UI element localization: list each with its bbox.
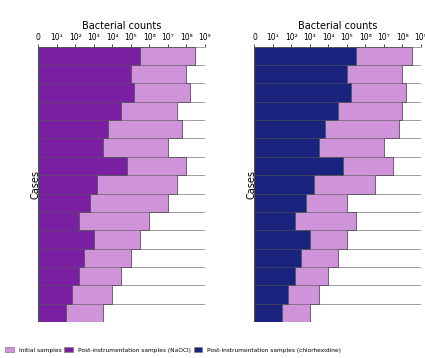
Polygon shape <box>38 47 196 322</box>
Polygon shape <box>255 47 356 322</box>
Y-axis label: Cases: Cases <box>246 170 257 199</box>
Y-axis label: Cases: Cases <box>31 170 40 199</box>
Polygon shape <box>255 47 411 322</box>
X-axis label: Bacterial counts: Bacterial counts <box>298 21 377 31</box>
X-axis label: Bacterial counts: Bacterial counts <box>82 21 161 31</box>
Legend: Initial samples, Post-instrumentation samples (NaOCl), Post-instrumentation samp: Initial samples, Post-instrumentation sa… <box>3 345 343 355</box>
Polygon shape <box>38 47 140 322</box>
